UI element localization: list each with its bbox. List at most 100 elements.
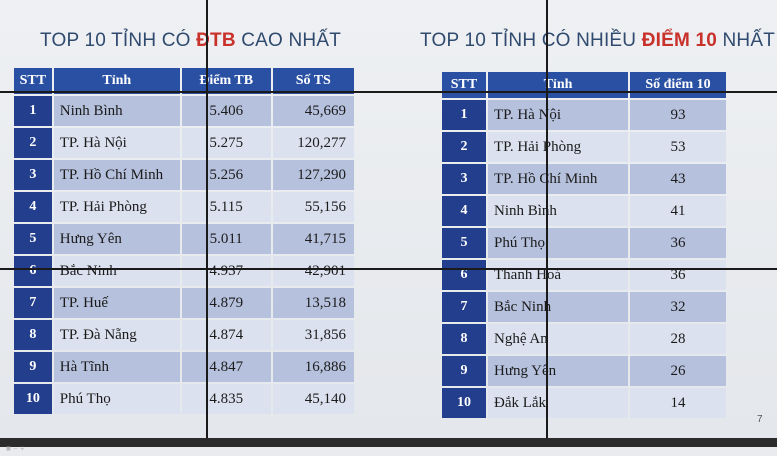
table-row: 4 TP. Hải Phòng 5.115 55,156	[14, 192, 354, 222]
right-title-suffix: NHẤT	[717, 30, 776, 51]
header-stt: STT	[14, 68, 52, 94]
rank-cell: 2	[14, 128, 52, 158]
slide-number: 7	[757, 414, 763, 425]
avg-score-cell: 4.937	[181, 256, 271, 286]
rank-cell: 9	[14, 352, 52, 382]
candidate-count-cell: 41,715	[272, 224, 354, 254]
left-title-prefix: TOP 10 TỈNH CÓ	[40, 30, 197, 51]
table-row: 3 TP. Hồ Chí Minh 5.256 127,290	[14, 160, 354, 190]
avg-score-cell: 4.847	[181, 352, 271, 382]
avg-score-cell: 4.879	[181, 288, 271, 318]
rank-cell: 10	[14, 384, 52, 414]
province-cell: TP. Hải Phòng	[488, 132, 628, 162]
province-cell: TP. Hà Nội	[488, 100, 628, 130]
rank-cell: 5	[14, 224, 52, 254]
perfect-score-cell: 32	[630, 292, 726, 322]
top-avg-score-table: STT Tỉnh Điểm TB Số TS 1 Ninh Bình 5.406 45…	[12, 66, 356, 416]
top-perfect-scores-table: STT Tỉnh Số điểm 10 1 TP. Hà Nội 93 2 TP. H…	[440, 70, 728, 420]
rank-cell: 5	[442, 228, 486, 258]
province-cell: Hưng Yên	[488, 356, 628, 386]
perfect-score-cell: 43	[630, 164, 726, 194]
province-cell: Đắk Lắk	[488, 388, 628, 418]
avg-score-cell: 4.835	[181, 384, 271, 414]
grid-line	[546, 0, 548, 447]
table-row: 6 Thanh Hoá 36	[442, 260, 726, 290]
table-row: 10 Đắk Lắk 14	[442, 388, 726, 418]
left-title-suffix: CAO NHẤT	[235, 30, 342, 51]
candidate-count-cell: 127,290	[272, 160, 354, 190]
candidate-count-cell: 45,669	[272, 96, 354, 126]
candidate-count-cell: 55,156	[272, 192, 354, 222]
header-stt: STT	[442, 72, 486, 98]
perfect-score-cell: 36	[630, 260, 726, 290]
province-cell: Hà Tĩnh	[53, 352, 180, 382]
table-row: 1 TP. Hà Nội 93	[442, 100, 726, 130]
rank-cell: 6	[14, 256, 52, 286]
right-title-prefix: TOP 10 TỈNH CÓ NHIỀU	[420, 30, 642, 51]
perfect-score-cell: 14	[630, 388, 726, 418]
table-row: 8 Nghệ An 28	[442, 324, 726, 354]
candidate-count-cell: 16,886	[272, 352, 354, 382]
left-table-title: TOP 10 TỈNH CÓ ĐTB CAO NHẤT	[40, 30, 341, 52]
table-header-row: STT Tỉnh Điểm TB Số TS	[14, 68, 354, 94]
province-cell: Nghệ An	[488, 324, 628, 354]
rank-cell: 4	[442, 196, 486, 226]
candidate-count-cell: 120,277	[272, 128, 354, 158]
province-cell: TP. Hà Nội	[53, 128, 180, 158]
province-cell: Bắc Ninh	[488, 292, 628, 322]
presentation-toolbar: ■ − +	[0, 438, 777, 453]
slide: TOP 10 TỈNH CÓ ĐTB CAO NHẤT TOP 10 TỈNH …	[0, 0, 777, 440]
province-cell: Hưng Yên	[53, 224, 180, 254]
grid-line	[0, 268, 777, 270]
table-row: 2 TP. Hà Nội 5.275 120,277	[14, 128, 354, 158]
rank-cell: 4	[14, 192, 52, 222]
province-cell: Bắc Ninh	[53, 256, 180, 286]
avg-score-cell: 5.406	[181, 96, 271, 126]
toolbar-icon[interactable]: ■ − +	[6, 444, 25, 453]
rank-cell: 8	[14, 320, 52, 350]
rank-cell: 2	[442, 132, 486, 162]
rank-cell: 3	[14, 160, 52, 190]
province-cell: TP. Đà Nẵng	[53, 320, 180, 350]
left-title-highlight: ĐTB	[196, 30, 236, 51]
rank-cell: 9	[442, 356, 486, 386]
header-province: Tỉnh	[488, 72, 628, 98]
avg-score-cell: 5.275	[181, 128, 271, 158]
avg-score-cell: 5.256	[181, 160, 271, 190]
province-cell: Ninh Bình	[53, 96, 180, 126]
perfect-score-cell: 41	[630, 196, 726, 226]
right-title-highlight: ĐIỂM 10	[641, 30, 718, 51]
table-row: 7 TP. Huế 4.879 13,518	[14, 288, 354, 318]
candidate-count-cell: 31,856	[272, 320, 354, 350]
table-row: 3 TP. Hồ Chí Minh 43	[442, 164, 726, 194]
province-cell: Phú Thọ	[53, 384, 180, 414]
table-row: 8 TP. Đà Nẵng 4.874 31,856	[14, 320, 354, 350]
grid-line	[0, 91, 777, 93]
table-row: 5 Phú Thọ 36	[442, 228, 726, 258]
avg-score-cell: 5.011	[181, 224, 271, 254]
province-cell: TP. Hồ Chí Minh	[488, 164, 628, 194]
table-row: 6 Bắc Ninh 4.937 42,901	[14, 256, 354, 286]
perfect-score-cell: 36	[630, 228, 726, 258]
table-row: 9 Hưng Yên 26	[442, 356, 726, 386]
perfect-score-cell: 28	[630, 324, 726, 354]
table-row: 4 Ninh Bình 41	[442, 196, 726, 226]
candidate-count-cell: 45,140	[272, 384, 354, 414]
header-province: Tỉnh	[53, 68, 180, 94]
rank-cell: 1	[14, 96, 52, 126]
table-row: 2 TP. Hải Phòng 53	[442, 132, 726, 162]
candidate-count-cell: 42,901	[272, 256, 354, 286]
table-row: 7 Bắc Ninh 32	[442, 292, 726, 322]
province-cell: Thanh Hoá	[488, 260, 628, 290]
province-cell: TP. Hải Phòng	[53, 192, 180, 222]
table-row: 10 Phú Thọ 4.835 45,140	[14, 384, 354, 414]
candidate-count-cell: 13,518	[272, 288, 354, 318]
grid-line	[206, 0, 208, 447]
table-header-row: STT Tỉnh Số điểm 10	[442, 72, 726, 98]
perfect-score-cell: 53	[630, 132, 726, 162]
table-row: 5 Hưng Yên 5.011 41,715	[14, 224, 354, 254]
province-cell: TP. Hồ Chí Minh	[53, 160, 180, 190]
perfect-score-cell: 26	[630, 356, 726, 386]
perfect-score-cell: 93	[630, 100, 726, 130]
province-cell: TP. Huế	[53, 288, 180, 318]
